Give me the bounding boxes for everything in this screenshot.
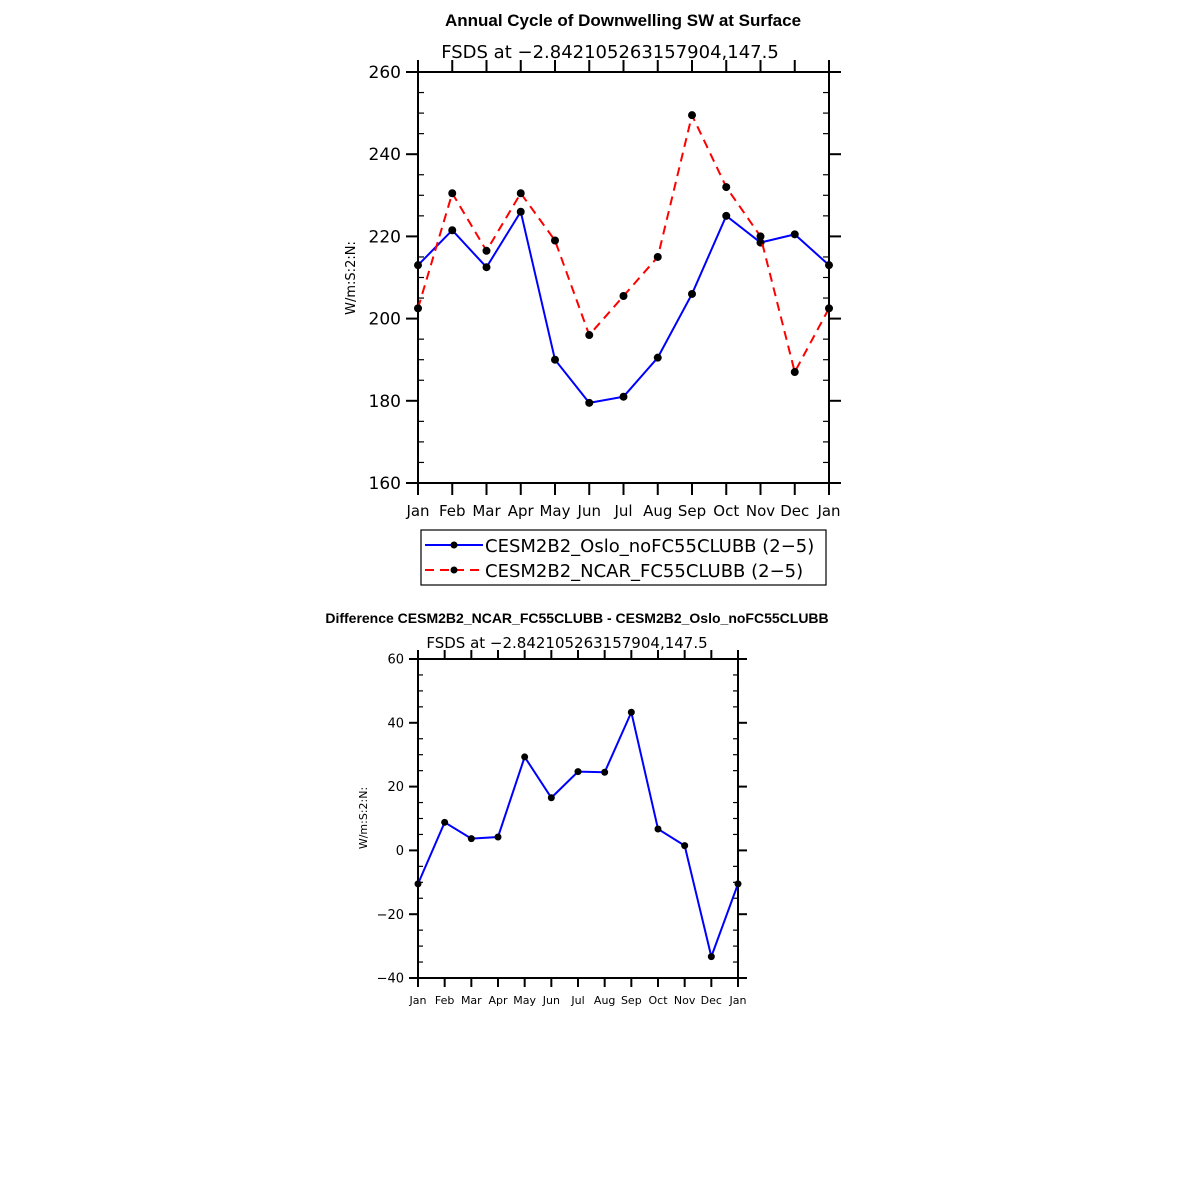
series-0-point bbox=[414, 261, 422, 270]
y-tick-label: −20 bbox=[377, 908, 404, 923]
chart2-subtitle: FSDS at −2.842105263157904,147.5 bbox=[426, 634, 707, 652]
series-1-point bbox=[482, 246, 491, 255]
x-tick-label: Jan bbox=[405, 502, 429, 520]
x-tick-label: Jan bbox=[409, 994, 427, 1007]
x-tick-label: Apr bbox=[488, 994, 508, 1007]
x-tick-label: Dec bbox=[701, 994, 722, 1007]
series-1-point bbox=[448, 189, 457, 198]
series-0-point bbox=[521, 753, 529, 761]
x-tick-label: Jul bbox=[570, 994, 584, 1007]
y-tick-label: 160 bbox=[369, 474, 401, 494]
x-tick-label: May bbox=[539, 502, 570, 520]
x-tick-label: Jun bbox=[577, 502, 601, 520]
series-0-point bbox=[516, 207, 525, 216]
series-1-point bbox=[585, 331, 594, 340]
x-tick-label: Mar bbox=[472, 502, 501, 520]
series-1-point bbox=[790, 368, 799, 377]
series-1-point bbox=[516, 189, 525, 198]
series-0-point bbox=[681, 842, 689, 850]
series-0-point bbox=[653, 353, 662, 362]
series-0-point bbox=[707, 953, 715, 961]
series-1-point bbox=[825, 304, 833, 313]
x-tick-label: Apr bbox=[508, 502, 535, 520]
chart1-legend: CESM2B2_Oslo_noFC55CLUBB (2−5) CESM2B2_N… bbox=[420, 529, 827, 586]
series-1-point bbox=[551, 236, 559, 245]
series-0-point bbox=[494, 833, 502, 841]
chart1-title: Annual Cycle of Downwelling SW at Surfac… bbox=[445, 11, 801, 30]
x-tick-label: Dec bbox=[780, 502, 809, 520]
x-tick-label: Jun bbox=[542, 994, 560, 1007]
y-tick-label: 0 bbox=[396, 844, 404, 859]
y-tick-label: 60 bbox=[387, 653, 404, 668]
series-1-point bbox=[414, 304, 422, 313]
x-tick-label: Feb bbox=[439, 502, 466, 520]
y-tick-label: 240 bbox=[369, 145, 401, 165]
legend-box bbox=[420, 529, 827, 586]
chart2-ylabel: W/m:S:2:N: bbox=[357, 787, 370, 849]
x-tick-label: Jan bbox=[816, 502, 840, 520]
series-0-point bbox=[688, 289, 696, 298]
y-tick-label: −40 bbox=[377, 972, 404, 987]
chart1-ylabel: W/m:S:2:N: bbox=[344, 241, 359, 315]
series-0-point bbox=[414, 880, 422, 888]
series-0-point bbox=[574, 768, 582, 776]
legend-marker-oslo bbox=[450, 541, 458, 549]
plot-frame bbox=[417, 658, 739, 979]
annual-cycle-chart: Annual Cycle of Downwelling SW at Surfac… bbox=[344, 11, 841, 586]
series-1-point bbox=[688, 111, 696, 120]
series-0-point bbox=[547, 794, 555, 802]
y-tick-label: 220 bbox=[369, 227, 401, 247]
chart2-title: Difference CESM2B2_NCAR_FC55CLUBB - CESM… bbox=[325, 610, 828, 626]
series-line-1 bbox=[417, 112, 830, 375]
plot-frame bbox=[417, 71, 830, 484]
x-tick-label: Sep bbox=[678, 502, 706, 520]
x-tick-label: Aug bbox=[594, 994, 615, 1007]
x-tick-label: Nov bbox=[746, 502, 775, 520]
series-1-point bbox=[722, 183, 731, 192]
y-tick-label: 260 bbox=[369, 63, 401, 83]
series-0-point bbox=[627, 708, 635, 716]
series-0-point bbox=[441, 818, 449, 826]
x-tick-label: Sep bbox=[621, 994, 642, 1007]
series-0-point bbox=[448, 226, 457, 235]
series-line-0 bbox=[417, 209, 830, 404]
series-1-point bbox=[653, 252, 662, 261]
legend-label-oslo: CESM2B2_Oslo_noFC55CLUBB (2−5) bbox=[485, 536, 814, 557]
series-0-point bbox=[734, 880, 742, 888]
y-tick-label: 20 bbox=[387, 780, 404, 795]
series-line-0 bbox=[417, 709, 739, 961]
x-tick-label: May bbox=[513, 994, 536, 1007]
y-tick-label: 180 bbox=[369, 392, 401, 412]
x-tick-label: Feb bbox=[435, 994, 454, 1007]
series-0-point bbox=[654, 825, 662, 833]
series-0-point bbox=[585, 398, 594, 407]
series-0-point bbox=[722, 211, 731, 220]
series-0-point bbox=[467, 835, 475, 843]
y-tick-label: 40 bbox=[387, 716, 404, 731]
x-tick-label: Aug bbox=[643, 502, 672, 520]
chart1-subtitle: FSDS at −2.842105263157904,147.5 bbox=[441, 42, 779, 63]
series-0-point bbox=[790, 230, 799, 239]
x-tick-label: Oct bbox=[648, 994, 668, 1007]
series-0-point bbox=[482, 263, 491, 272]
y-tick-label: 200 bbox=[369, 310, 401, 330]
x-tick-label: Oct bbox=[713, 502, 739, 520]
legend-marker-ncar bbox=[450, 566, 458, 574]
series-1-point bbox=[756, 232, 765, 241]
legend-label-ncar: CESM2B2_NCAR_FC55CLUBB (2−5) bbox=[485, 561, 803, 582]
series-0-point bbox=[825, 261, 833, 270]
x-tick-label: Nov bbox=[674, 994, 696, 1007]
x-tick-label: Mar bbox=[461, 994, 482, 1007]
x-tick-label: Jul bbox=[613, 502, 632, 520]
series-0-point bbox=[551, 355, 559, 364]
series-0-point bbox=[619, 392, 628, 401]
x-tick-label: Jan bbox=[729, 994, 747, 1007]
series-1-point bbox=[619, 291, 628, 300]
difference-chart: Difference CESM2B2_NCAR_FC55CLUBB - CESM… bbox=[325, 610, 828, 1007]
series-0-point bbox=[601, 768, 609, 776]
